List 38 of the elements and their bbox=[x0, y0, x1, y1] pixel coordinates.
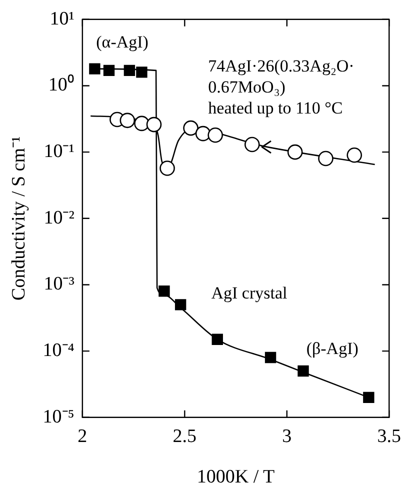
annotation: (β-AgI) bbox=[306, 339, 358, 358]
point bbox=[120, 112, 136, 128]
annotation: AgI crystal bbox=[211, 283, 288, 302]
point bbox=[287, 144, 303, 160]
point bbox=[244, 136, 260, 152]
x-axis-title: 1000K / T bbox=[196, 466, 276, 488]
point bbox=[160, 160, 175, 176]
point bbox=[183, 120, 198, 136]
point bbox=[124, 64, 136, 76]
y-tick-label: 10⁻⁴ bbox=[42, 340, 75, 362]
point bbox=[174, 299, 186, 310]
point bbox=[212, 334, 223, 345]
point bbox=[195, 126, 211, 142]
y-tick-label: 10¹ bbox=[50, 8, 75, 30]
point bbox=[89, 63, 100, 74]
y-axis-title: Conductivity / S cm⁻¹ bbox=[8, 136, 30, 301]
y-tick-label: 10⁻¹ bbox=[44, 141, 75, 162]
point bbox=[264, 352, 276, 364]
y-tick-label: 10⁻² bbox=[44, 207, 75, 228]
point bbox=[346, 147, 362, 163]
y-tick-label: 10⁻⁵ bbox=[42, 406, 74, 428]
y-tick-label: 10⁰ bbox=[48, 74, 74, 96]
point bbox=[158, 286, 170, 297]
y-tick-label: 10⁻³ bbox=[44, 274, 75, 295]
x-tick-label: 2.5 bbox=[172, 426, 197, 447]
point bbox=[298, 365, 309, 377]
x-tick-label: 2 bbox=[78, 426, 88, 447]
point bbox=[208, 127, 223, 143]
point bbox=[146, 116, 162, 132]
annotation: (α-AgI) bbox=[96, 32, 148, 52]
annotation: 74AgI·26(0.33Ag₂O· 0.67MoO₃) heated up to 110 °C bbox=[208, 56, 354, 118]
point bbox=[363, 392, 374, 404]
x-tick-label: 3 bbox=[282, 426, 292, 447]
point bbox=[136, 66, 148, 78]
x-tick-label: 3.5 bbox=[377, 426, 401, 447]
point bbox=[103, 64, 115, 76]
point bbox=[318, 150, 334, 166]
point bbox=[134, 116, 150, 132]
